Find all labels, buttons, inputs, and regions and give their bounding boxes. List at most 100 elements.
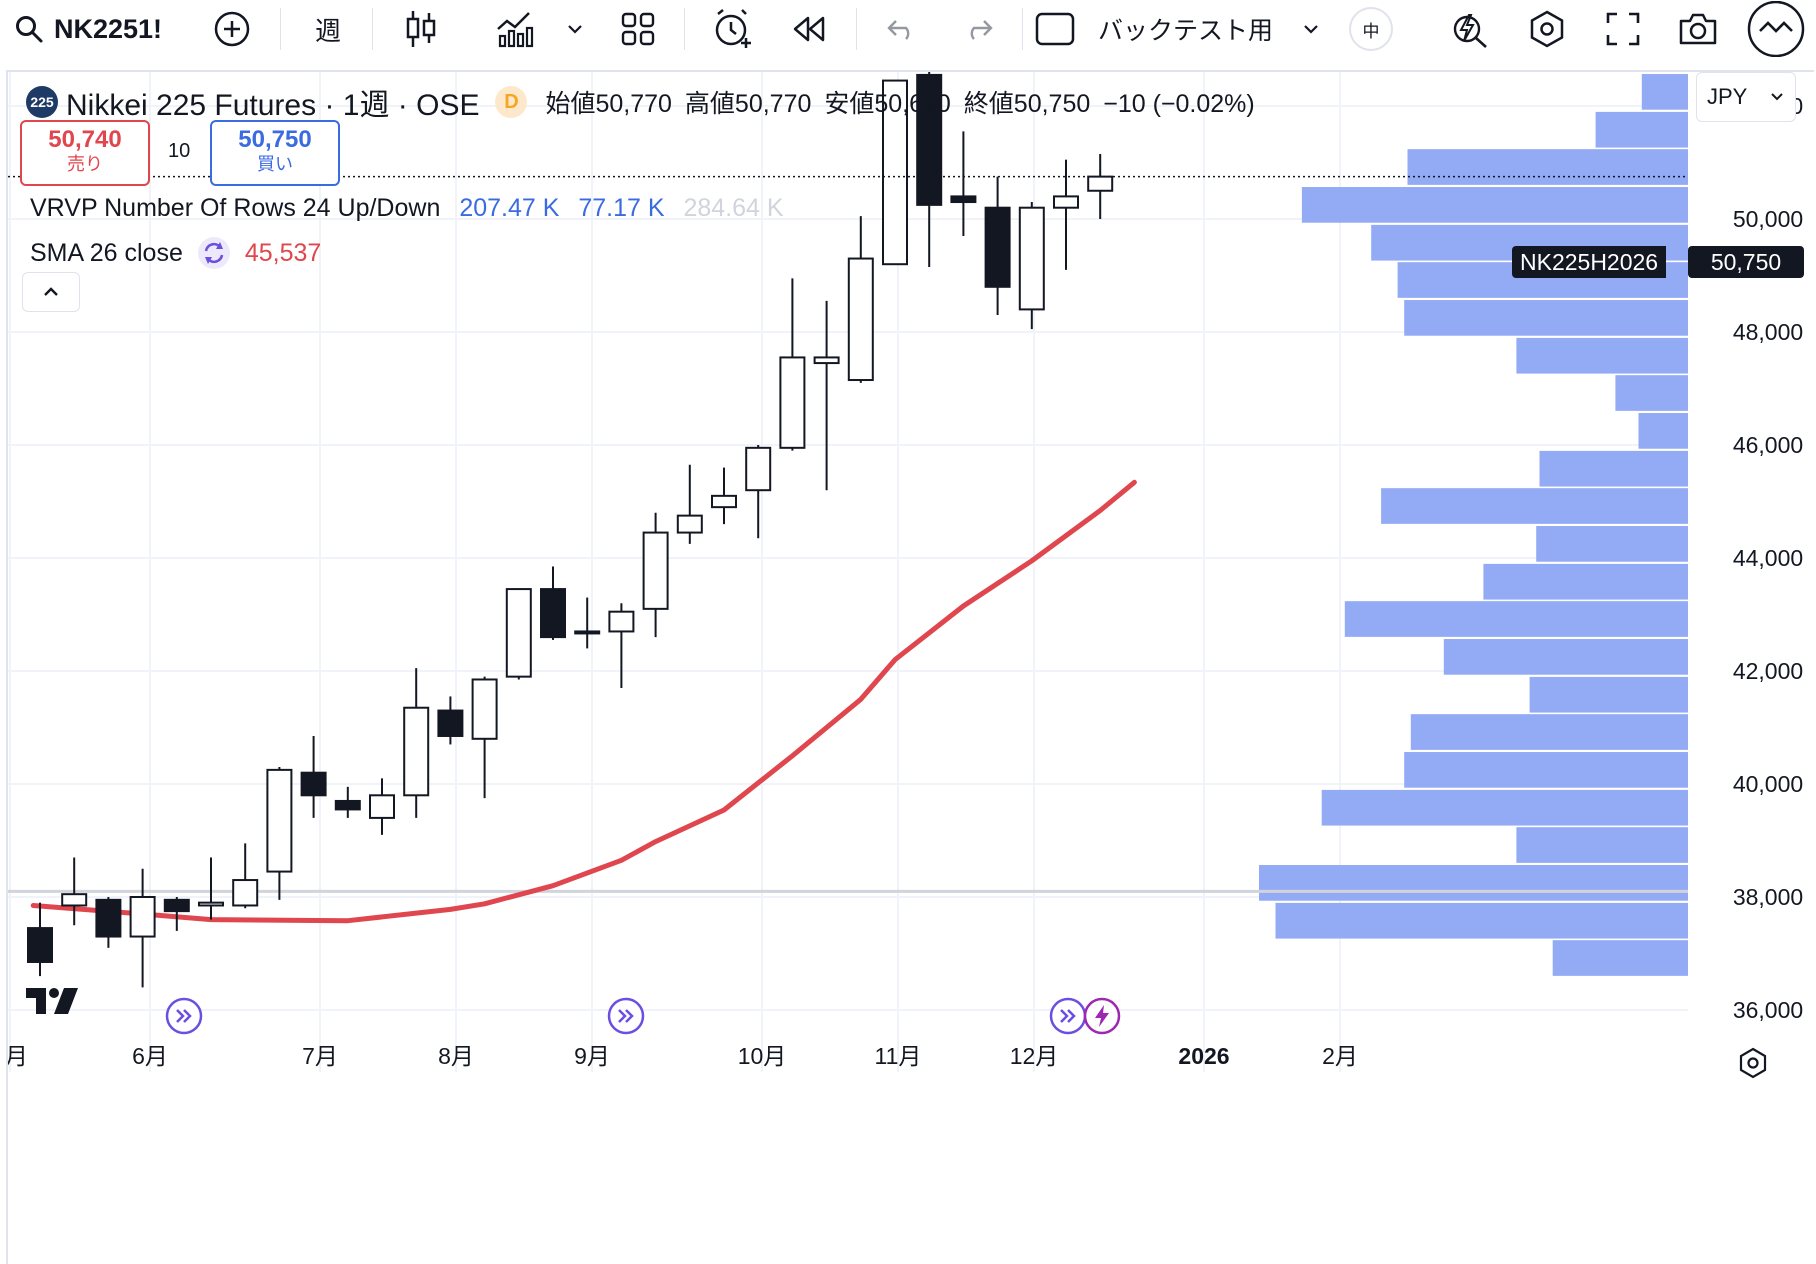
volume-profile-bar [1516,827,1688,863]
volume-profile-bar [1529,676,1688,713]
buy-button[interactable]: 50,750 買い [210,120,340,186]
lightning-event-icon[interactable] [1082,996,1122,1036]
candle-body [574,630,601,635]
camera-icon [1679,13,1717,45]
layouts-button[interactable] [618,0,658,58]
candle-body [505,588,532,678]
candle-body [334,799,361,811]
volume-profile-bar [1381,488,1688,524]
candle [27,902,53,977]
vrvp-down-value: 77.17 K [578,194,665,222]
sma-legend[interactable]: SMA 26 close 45,537 [30,236,321,270]
candle-body [232,879,259,907]
symbol-title[interactable]: Nikkei 225 Futures · 1週 · OSE [66,89,480,122]
candle [984,176,1011,316]
alert-button[interactable] [708,0,758,58]
chart-type-button[interactable] [398,0,444,58]
candle [334,786,361,818]
candle-body [916,73,943,206]
candle [505,588,532,680]
layout-name: バックテスト用 [1098,17,1274,45]
sync-icon[interactable] [197,236,231,270]
time-axis-label: 10月 [738,1043,787,1069]
candle-body [300,771,327,797]
close-value: 50,750 [1013,90,1091,118]
undo-icon [887,20,910,40]
symbol-search[interactable]: NK2251! [14,0,184,58]
candle-body [1087,175,1114,192]
buy-price: 50,750 [238,126,312,153]
fullscreen-button[interactable] [1600,0,1646,58]
collapse-legend-button[interactable] [22,272,80,312]
candle-body [129,896,156,938]
delayed-badge[interactable]: D [495,86,528,118]
candle-body [95,898,122,938]
tradingview-logo[interactable] [24,986,80,1021]
replay-button[interactable] [786,0,832,58]
watchlist-toggle-button[interactable] [1742,0,1810,58]
lightning-search-icon [1453,14,1487,48]
candle [232,843,259,909]
candle-body [1018,206,1045,311]
layout-selector[interactable]: バックテスト用 [1034,0,1326,58]
volume-profile-bar [1259,865,1688,901]
currency-selector[interactable]: JPY [1696,72,1796,122]
volume-profile-bar [1483,563,1688,600]
candle-body [882,79,908,266]
sell-button[interactable]: 50,740 売り [20,120,150,186]
candle-body [779,356,806,449]
layout-square-icon [1035,12,1075,46]
chart-pane[interactable]: 52,00050,00048,00046,00044,00042,00040,0… [6,70,1814,1264]
event-marker-icon[interactable] [606,996,646,1036]
undo-button[interactable] [880,0,924,58]
chevron-down-icon [1771,93,1783,101]
price-chart[interactable]: 52,00050,00048,00046,00044,00042,00040,0… [8,72,1814,1264]
volume-profile-bar [1552,940,1688,976]
axis-settings-icon[interactable] [1736,1046,1770,1080]
plus-circle-icon [214,11,250,47]
interval-label: 週 [314,15,341,46]
price-axis: 52,00050,00048,00046,00044,00042,00040,0… [1733,93,1803,1023]
interval-button[interactable]: 週 [300,0,356,58]
currency-label: JPY [1707,84,1748,109]
candle [95,897,122,948]
snapshot-button[interactable] [1674,0,1722,58]
volume-profile-bar [1321,789,1688,826]
candle-body [540,588,566,639]
center-badge-button[interactable]: 中 [1346,0,1396,58]
toolbar-divider [1022,8,1023,50]
sell-label: 売り [67,154,103,174]
vrvp-total-value: 284.64 K [683,194,784,222]
time-axis-label: 7月 [302,1043,338,1069]
chevron-up-icon [44,287,58,296]
volume-profile-bar [1539,450,1688,487]
candle-body [163,898,190,913]
tradingview-logo-icon [26,988,78,1014]
candle [266,767,293,900]
vrvp-legend[interactable]: VRVP Number Of Rows 24 Up/Down 207.47 K … [30,194,784,223]
candle [950,131,977,236]
redo-icon [970,20,993,40]
alarm-clock-icon [715,9,751,48]
indicators-button[interactable] [490,0,540,58]
price-axis-label: 46,000 [1733,432,1803,458]
price-axis-label: 38,000 [1733,884,1803,910]
indicators-dropdown[interactable] [560,0,590,58]
event-marker-icon[interactable] [164,996,204,1036]
candle [642,512,669,638]
open-label: 始値 [545,90,596,118]
candle-body [1053,195,1079,209]
time-axis-label: 2026 [1178,1043,1229,1069]
candle-body [437,709,464,737]
quick-search-button[interactable] [1448,0,1494,58]
candle [574,597,601,649]
center-badge: 中 [1349,7,1393,51]
compare-symbol-button[interactable] [208,0,256,58]
time-axis-label: 11月 [875,1043,922,1069]
settings-button[interactable] [1524,0,1570,58]
toolbar-divider [372,8,373,50]
symbol-legend: 225 Nikkei 225 Futures · 1週 · OSE D 始値50… [26,80,1255,124]
volume-profile-bar [1641,74,1688,110]
redo-button[interactable] [956,0,1000,58]
time-axis-label: 2月 [1322,1043,1358,1069]
